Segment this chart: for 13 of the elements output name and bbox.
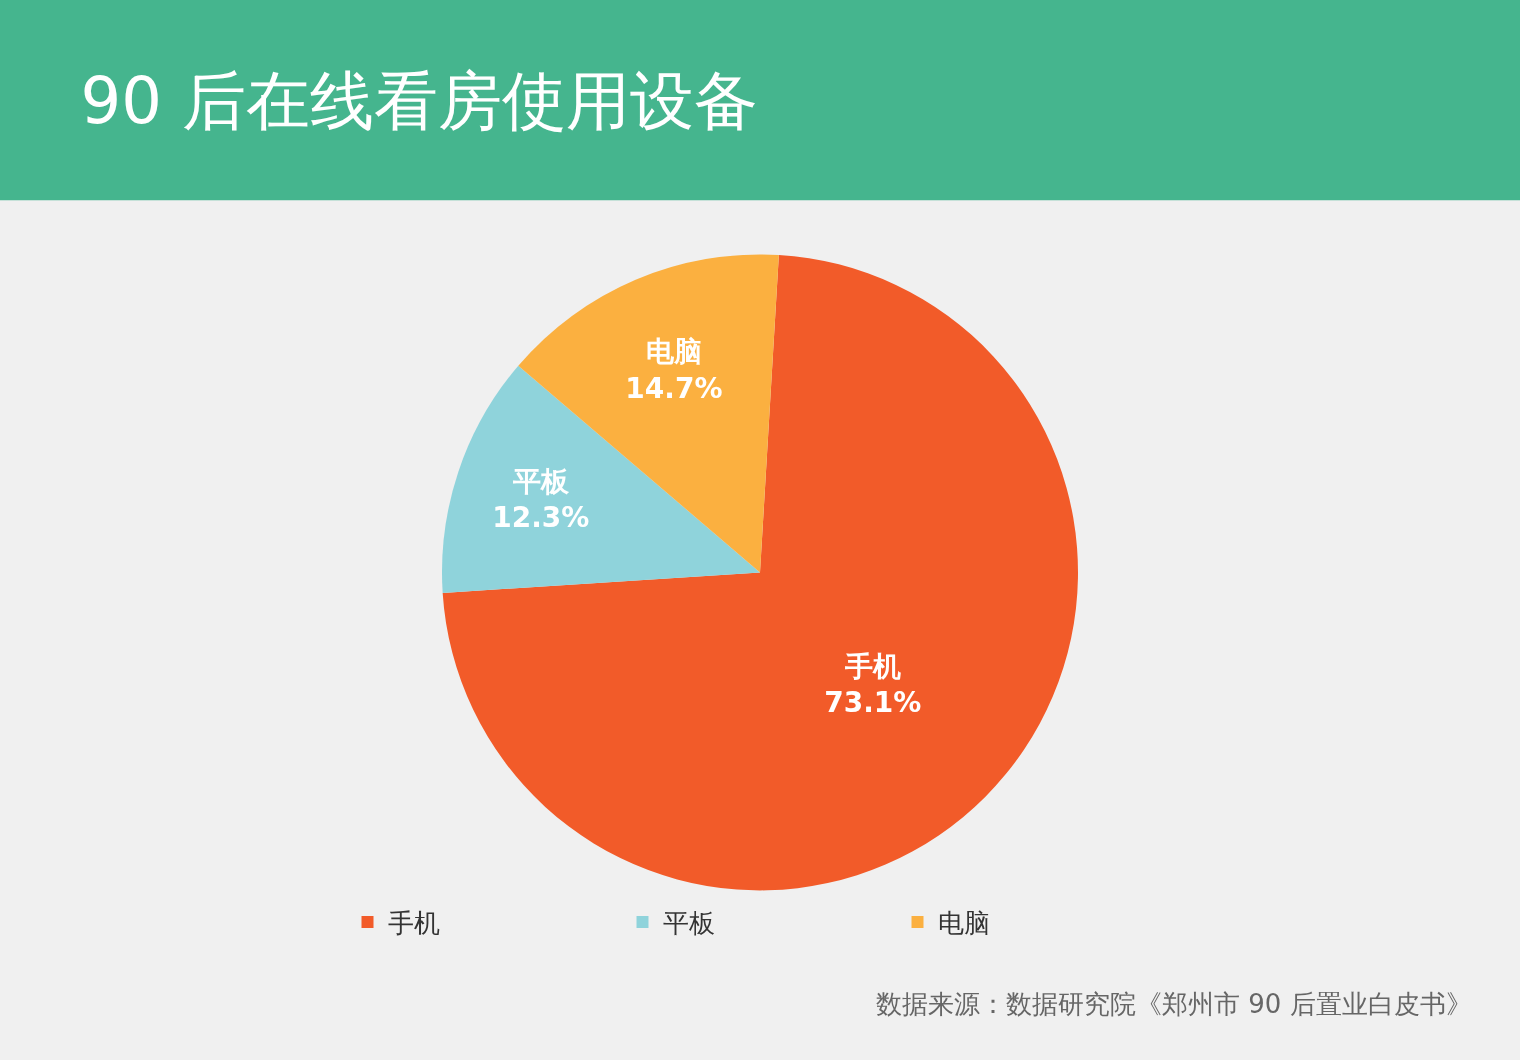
slice-label: 电脑 <box>645 335 702 369</box>
chart-title: 90 后在线看房使用设备 <box>80 64 759 139</box>
legend-label: 手机 <box>387 908 440 939</box>
data-label: 73.1% <box>824 686 922 720</box>
pie-slice <box>442 365 760 593</box>
slice-label: 平板 <box>511 464 570 498</box>
legend-label: 电脑 <box>937 908 990 939</box>
pie-slice <box>442 254 1078 891</box>
source-note: 数据来源：数据研究院《郑州市 90 后置业白皮书》 <box>876 989 1472 1019</box>
legend-label: 平板 <box>662 908 715 939</box>
data-label: 12.3% <box>492 501 590 535</box>
slice-label: 手机 <box>843 649 901 683</box>
data-label: 14.7% <box>625 371 723 405</box>
